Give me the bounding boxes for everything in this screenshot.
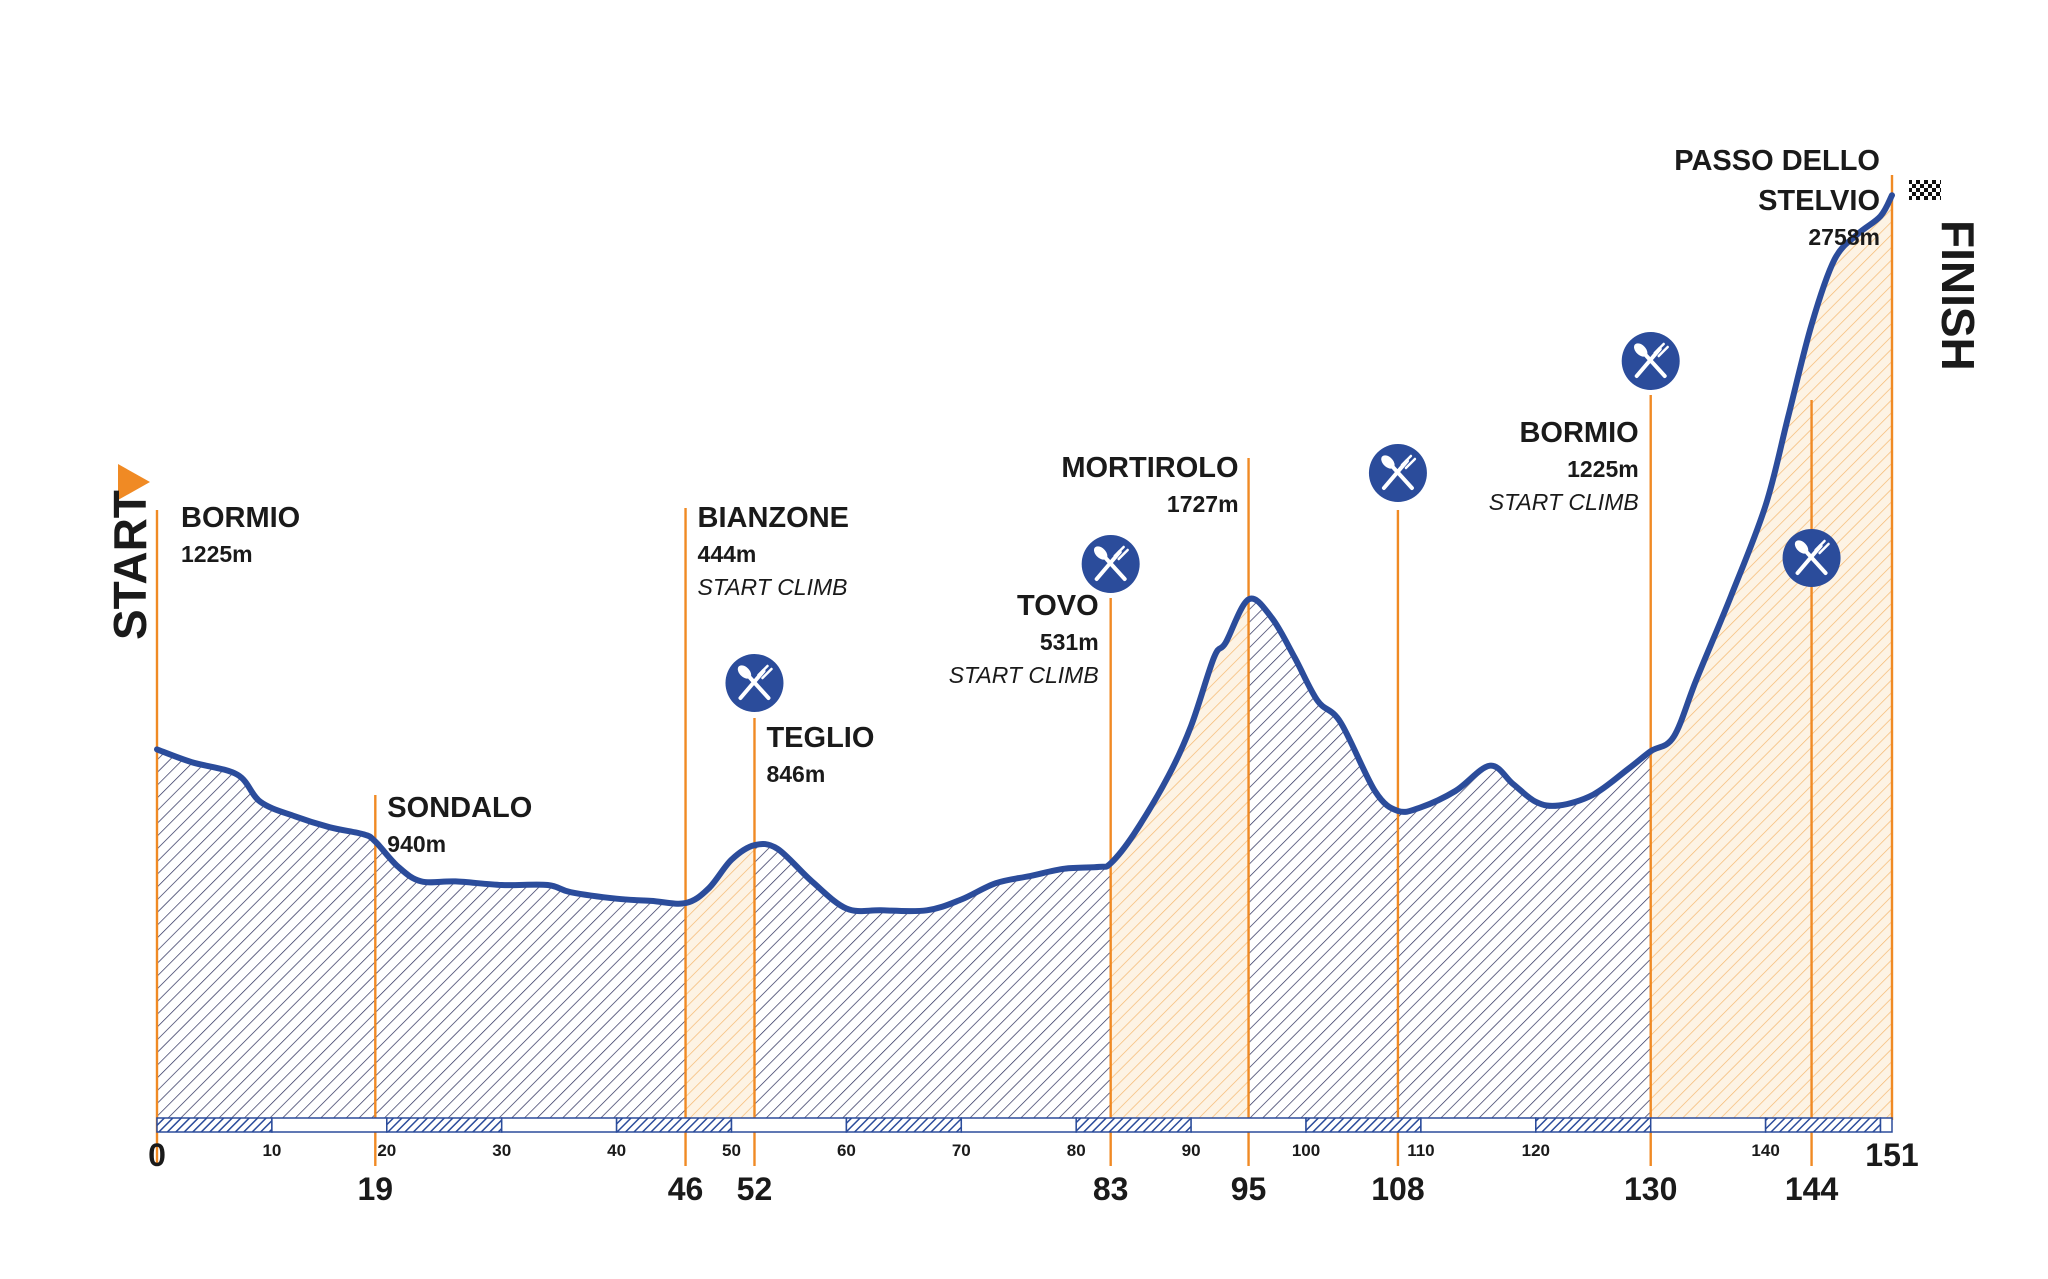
distance-scale-segment — [1649, 1117, 1767, 1133]
location-markers — [155, 175, 1894, 1166]
food-stop-icon — [725, 654, 784, 712]
location-label: BORMIO 1225m — [181, 502, 300, 567]
profile-line-group — [154, 192, 1895, 915]
major-tick-label: 130 — [1624, 1171, 1677, 1207]
minor-tick-label: 110 — [1407, 1141, 1434, 1160]
location-note: START CLIMB — [1489, 489, 1639, 515]
distance-scale-segment — [1879, 1117, 1893, 1133]
minor-tick-label: 70 — [952, 1141, 971, 1160]
location-name: BORMIO — [1519, 417, 1638, 449]
location-altitude: 846m — [766, 761, 825, 787]
location-label: SONDALO 940m — [387, 792, 532, 857]
distance-axis: 10 20 30 40 50 60 70 80 90 100 110 120 140 0 19 46 52 83 9… — [148, 1117, 1919, 1207]
major-tick-label: 144 — [1785, 1171, 1839, 1207]
location-labels: BORMIO 1225m SONDALO 940m BIANZONE 444m START … — [181, 145, 1880, 857]
location-altitude: 940m — [387, 831, 446, 857]
location-label: TEGLIO 846m — [766, 722, 874, 787]
minor-tick-label: 100 — [1292, 1141, 1320, 1160]
location-name: BIANZONE — [698, 502, 849, 534]
distance-scale-segment — [1420, 1117, 1537, 1133]
major-tick-label: 83 — [1093, 1171, 1129, 1207]
location-label: BORMIO 1225m START CLIMB — [1489, 417, 1639, 515]
start-marker: START — [104, 464, 156, 640]
location-altitude: 1225m — [181, 541, 253, 567]
distance-scale-segment — [730, 1117, 848, 1133]
start-arrow-icon — [118, 464, 150, 500]
minor-tick-label: 80 — [1067, 1141, 1086, 1160]
distance-scale-segment — [615, 1117, 733, 1133]
distance-scale-segment — [500, 1117, 618, 1133]
location-altitude: 2758m — [1808, 224, 1880, 250]
distance-scale-segment — [1764, 1117, 1882, 1133]
minor-tick-label: 140 — [1751, 1141, 1779, 1160]
major-tick-label: 19 — [358, 1171, 394, 1207]
location-name: TEGLIO — [766, 722, 874, 754]
minor-tick-label: 20 — [377, 1141, 396, 1160]
food-stop-icon — [1782, 529, 1841, 587]
minor-tick-label: 60 — [837, 1141, 856, 1160]
distance-scale-segment — [845, 1117, 963, 1133]
food-stops — [725, 332, 1841, 712]
minor-tick-label: 30 — [492, 1141, 511, 1160]
major-tick-label: 95 — [1231, 1171, 1267, 1207]
food-stop-icon — [1621, 332, 1680, 390]
distance-scale-segment — [960, 1117, 1077, 1133]
distance-scale-segment — [271, 1117, 388, 1133]
location-name: TOVO — [1017, 590, 1099, 622]
profile-area — [157, 195, 1892, 1120]
distance-scale-segment — [386, 1117, 503, 1133]
major-tick-label: 52 — [737, 1171, 773, 1207]
major-tick-label: 46 — [668, 1171, 704, 1207]
location-altitude: 531m — [1040, 629, 1099, 655]
profile-fill-flat — [157, 195, 1892, 1120]
location-note: START CLIMB — [949, 662, 1099, 688]
location-label: BIANZONE 444m START CLIMB — [698, 502, 849, 600]
minor-tick-label: 90 — [1182, 1141, 1201, 1160]
location-label: PASSO DELLO STELVIO 2758m — [1674, 145, 1880, 250]
major-tick-label: 108 — [1371, 1171, 1424, 1207]
checkered-flag-icon — [1909, 180, 1941, 200]
location-note: START CLIMB — [698, 574, 848, 600]
distance-scale-segment — [1075, 1117, 1192, 1133]
location-name: BORMIO — [181, 502, 300, 534]
location-label: TOVO 531m START CLIMB — [949, 590, 1099, 688]
minor-tick-label: 120 — [1522, 1141, 1550, 1160]
minor-tick-label: 10 — [262, 1141, 281, 1160]
distance-scale-segment — [156, 1117, 273, 1133]
start-label: START — [104, 490, 156, 640]
distance-scale-segment — [1535, 1117, 1652, 1133]
location-altitude: 1727m — [1167, 491, 1239, 517]
location-label: MORTIROLO 1727m — [1061, 452, 1238, 517]
location-altitude: 444m — [698, 541, 757, 567]
finish-marker: FINISH — [1909, 180, 1984, 371]
minor-tick-label: 50 — [722, 1141, 741, 1160]
location-name: MORTIROLO — [1061, 452, 1238, 484]
major-tick-label: 151 — [1865, 1137, 1918, 1173]
location-name: STELVIO — [1758, 185, 1880, 217]
distance-scale-segment — [1305, 1117, 1422, 1133]
food-stop-icon — [1081, 535, 1140, 593]
location-name: PASSO DELLO — [1674, 145, 1880, 177]
minor-tick-label: 40 — [607, 1141, 626, 1160]
major-tick-label: 0 — [148, 1137, 166, 1173]
location-name: SONDALO — [387, 792, 532, 824]
profile-line — [154, 192, 1895, 915]
distance-scale-segment — [1190, 1117, 1307, 1133]
food-stop-icon — [1368, 444, 1427, 502]
finish-label: FINISH — [1932, 220, 1984, 371]
location-altitude: 1225m — [1567, 456, 1639, 482]
